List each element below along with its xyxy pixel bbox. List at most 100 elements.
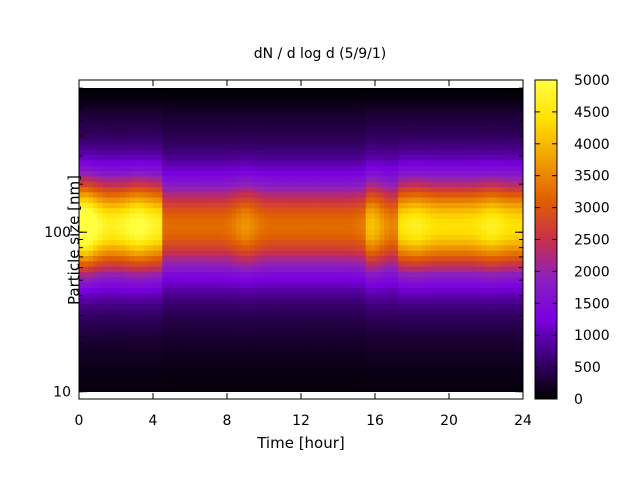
heatmap-cell bbox=[125, 149, 131, 156]
heatmap-cell bbox=[504, 271, 510, 278]
heatmap-cell bbox=[425, 223, 432, 230]
heatmap-cell bbox=[213, 308, 219, 315]
heatmap-cell bbox=[254, 218, 260, 225]
heatmap-cell bbox=[194, 266, 200, 272]
heatmap-cell bbox=[143, 388, 149, 392]
heatmap-cell bbox=[282, 202, 288, 209]
heatmap-cell bbox=[236, 303, 242, 310]
heatmap-cell bbox=[421, 324, 427, 331]
heatmap-cell bbox=[227, 244, 233, 251]
heatmap-cell bbox=[324, 234, 330, 241]
heatmap-cell bbox=[499, 335, 506, 342]
heatmap-cell bbox=[370, 228, 376, 235]
heatmap-cell bbox=[365, 372, 371, 379]
heatmap-cell bbox=[259, 329, 265, 336]
heatmap-cell bbox=[129, 303, 136, 310]
heatmap-cell bbox=[301, 351, 307, 358]
heatmap-cell bbox=[194, 202, 200, 209]
heatmap-cell bbox=[467, 165, 473, 171]
heatmap-cell bbox=[180, 282, 186, 288]
heatmap-cell bbox=[176, 361, 182, 368]
heatmap-cell bbox=[277, 372, 284, 379]
heatmap-cell bbox=[370, 292, 376, 299]
heatmap-cell bbox=[273, 250, 279, 257]
heatmap-cell bbox=[518, 319, 523, 326]
heatmap-cell bbox=[277, 207, 284, 214]
heatmap-cell bbox=[314, 127, 321, 134]
heatmap-cell bbox=[277, 276, 284, 283]
heatmap-cell bbox=[361, 271, 367, 278]
heatmap-cell bbox=[217, 260, 223, 267]
heatmap-cell bbox=[185, 287, 191, 294]
heatmap-cell bbox=[190, 276, 196, 283]
heatmap-cell bbox=[185, 244, 191, 251]
heatmap-cell bbox=[444, 319, 450, 326]
heatmap-cell bbox=[513, 181, 519, 187]
heatmap-cell bbox=[347, 266, 353, 272]
heatmap-cell bbox=[148, 165, 154, 171]
heatmap-cell bbox=[268, 207, 274, 214]
heatmap-cell bbox=[139, 202, 145, 209]
heatmap-cell bbox=[111, 340, 117, 347]
heatmap-cell bbox=[240, 149, 247, 156]
heatmap-cell bbox=[370, 175, 376, 182]
heatmap-cell bbox=[402, 329, 408, 336]
heatmap-cell bbox=[342, 207, 348, 214]
heatmap-cell bbox=[111, 122, 117, 129]
heatmap-cell bbox=[259, 308, 265, 315]
heatmap-cell bbox=[499, 255, 506, 262]
heatmap-cell bbox=[499, 218, 506, 225]
heatmap-cell bbox=[384, 138, 390, 145]
heatmap-cell bbox=[240, 308, 247, 315]
heatmap-cell bbox=[509, 149, 515, 156]
heatmap-cell bbox=[495, 175, 501, 182]
heatmap-cell bbox=[444, 127, 450, 134]
heatmap-cell bbox=[379, 287, 385, 294]
heatmap-cell bbox=[250, 361, 256, 368]
heatmap-cell bbox=[421, 191, 427, 198]
heatmap-cell bbox=[236, 324, 242, 331]
heatmap-cell bbox=[231, 319, 237, 326]
heatmap-cell bbox=[277, 377, 284, 384]
heatmap-cell bbox=[106, 234, 112, 241]
heatmap-cell bbox=[148, 372, 154, 379]
heatmap-cell bbox=[88, 244, 94, 251]
heatmap-cell bbox=[111, 143, 117, 150]
heatmap-cell bbox=[425, 218, 432, 225]
heatmap-cell bbox=[388, 138, 395, 145]
heatmap-cell bbox=[342, 313, 348, 320]
heatmap-cell bbox=[213, 297, 219, 304]
heatmap-cell bbox=[231, 367, 237, 374]
heatmap-cell bbox=[328, 292, 334, 299]
heatmap-cell bbox=[301, 345, 307, 352]
heatmap-cell bbox=[439, 234, 445, 241]
heatmap-cell bbox=[425, 207, 432, 214]
heatmap-cell bbox=[370, 191, 376, 198]
heatmap-cell bbox=[305, 377, 311, 384]
heatmap-cell bbox=[370, 186, 376, 193]
heatmap-cell bbox=[351, 138, 358, 145]
heatmap-cell bbox=[148, 239, 154, 246]
heatmap-cell bbox=[199, 191, 205, 198]
heatmap-cell bbox=[148, 250, 154, 257]
heatmap-cell bbox=[301, 367, 307, 374]
heatmap-cell bbox=[190, 324, 196, 331]
heatmap-cell bbox=[384, 223, 390, 230]
heatmap-cell bbox=[171, 250, 177, 257]
heatmap-cell bbox=[79, 165, 85, 171]
heatmap-cell bbox=[273, 175, 279, 182]
heatmap-cell bbox=[213, 159, 219, 166]
heatmap-cell bbox=[282, 244, 288, 251]
heatmap-cell bbox=[495, 186, 501, 193]
heatmap-cell bbox=[379, 165, 385, 171]
heatmap-cell bbox=[231, 271, 237, 278]
heatmap-cell bbox=[203, 340, 210, 347]
heatmap-cell bbox=[296, 239, 302, 246]
heatmap-cell bbox=[328, 303, 334, 310]
heatmap-cell bbox=[384, 154, 390, 161]
heatmap-cell bbox=[435, 133, 441, 140]
heatmap-cell bbox=[421, 154, 427, 161]
heatmap-cell bbox=[444, 218, 450, 225]
heatmap-cell bbox=[203, 282, 210, 288]
heatmap-cell bbox=[421, 351, 427, 358]
